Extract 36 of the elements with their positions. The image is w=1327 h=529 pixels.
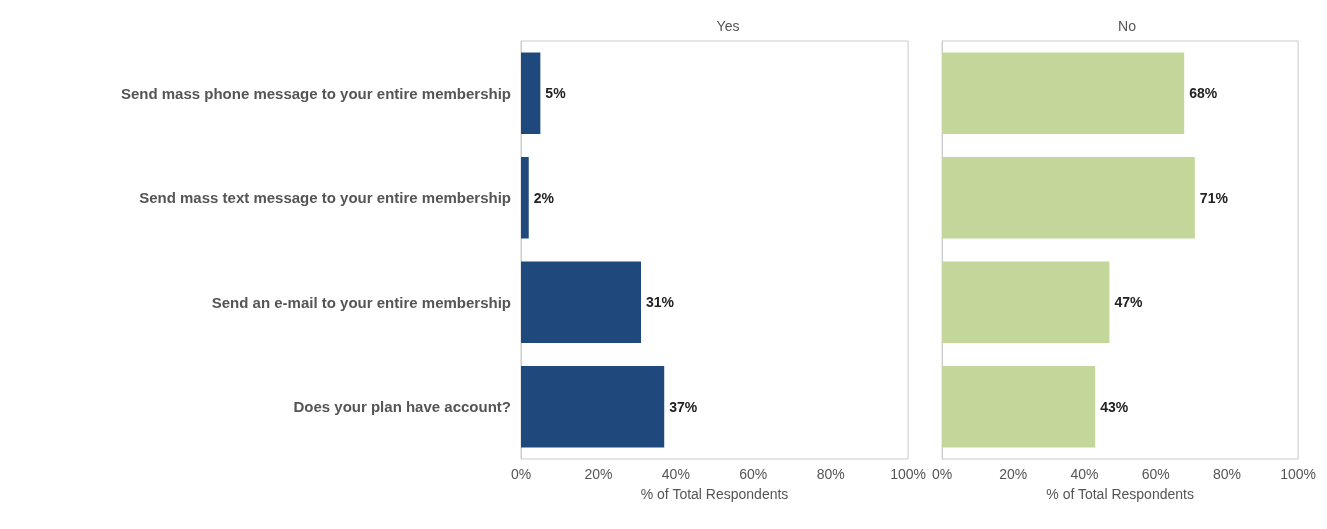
x-axis-title: % of Total Respondents bbox=[640, 486, 789, 502]
bar bbox=[942, 261, 1110, 344]
bar bbox=[521, 52, 541, 135]
bar bbox=[942, 157, 1195, 239]
x-tick-label: 40% bbox=[661, 466, 690, 482]
x-tick-label: 80% bbox=[1212, 466, 1241, 482]
chart-title: No bbox=[1118, 18, 1137, 34]
x-tick-label: 100% bbox=[890, 466, 926, 482]
bar bbox=[942, 366, 1096, 448]
y-tick-label: Send an e-mail to your entire membership bbox=[211, 293, 511, 311]
x-tick-label: 40% bbox=[1070, 466, 1099, 482]
x-tick-label: 60% bbox=[739, 466, 768, 482]
x-tick-label: 20% bbox=[999, 466, 1028, 482]
data-label: 31% bbox=[646, 294, 675, 311]
bar bbox=[942, 52, 1185, 135]
data-label: 47% bbox=[1114, 294, 1143, 311]
data-label: 68% bbox=[1189, 85, 1218, 102]
y-tick-label: Send mass phone message to your entire membership bbox=[120, 84, 511, 102]
data-label: 37% bbox=[669, 398, 698, 415]
x-tick-label: 0% bbox=[932, 466, 953, 482]
data-label: 43% bbox=[1100, 398, 1129, 415]
x-tick-label: 60% bbox=[1141, 466, 1170, 482]
x-tick-label: 100% bbox=[1280, 466, 1316, 482]
bar bbox=[521, 157, 529, 239]
data-label: 5% bbox=[545, 85, 567, 102]
bar bbox=[521, 261, 641, 344]
x-tick-label: 0% bbox=[510, 466, 532, 482]
x-axis-title: % of Total Respondents bbox=[1046, 486, 1194, 502]
y-tick-label: Send mass text message to your entire membership bbox=[139, 189, 511, 207]
chart-title: Yes bbox=[716, 18, 740, 34]
data-label: 71% bbox=[1199, 189, 1229, 206]
x-tick-label: 80% bbox=[816, 466, 845, 482]
data-label: 2% bbox=[533, 189, 555, 206]
x-tick-label: 20% bbox=[584, 466, 613, 482]
bar bbox=[521, 366, 665, 448]
y-tick-label: Does your plan have account? bbox=[293, 398, 511, 416]
